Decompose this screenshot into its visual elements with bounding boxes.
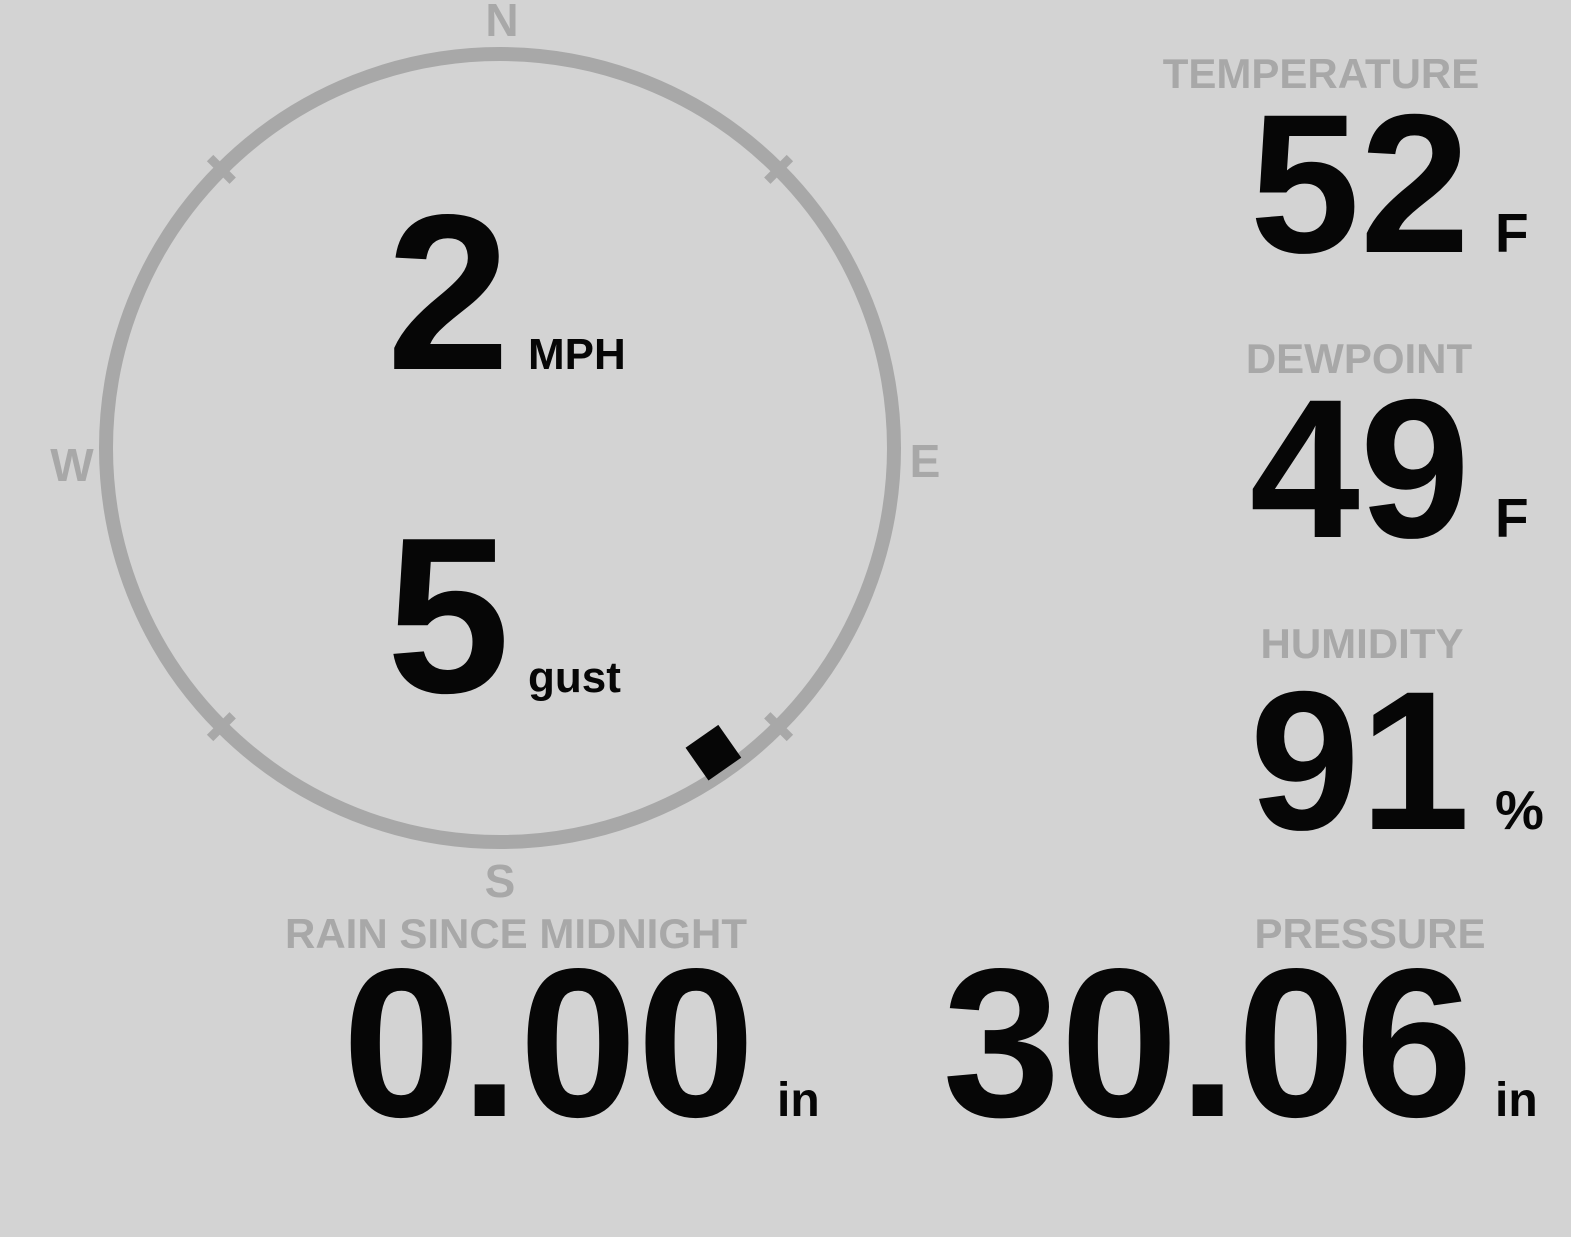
dewpoint-unit: F	[1495, 487, 1529, 549]
dewpoint-value-row: 49 F	[1250, 370, 1571, 568]
temperature-value: 52	[1249, 73, 1470, 294]
rain-value: 0.00	[342, 924, 755, 1161]
wind-direction-marker	[685, 724, 742, 781]
rain-unit: in	[777, 1074, 820, 1127]
humidity-label: HUMIDITY	[1260, 620, 1464, 667]
compass-dial	[99, 47, 901, 849]
cardinal-south: S	[484, 855, 516, 907]
cardinal-east: E	[909, 435, 941, 487]
wind-gust-value: 5	[386, 492, 510, 740]
dewpoint-label: DEWPOINT	[1245, 335, 1473, 382]
rain-since-midnight-label: RAIN SINCE MIDNIGHT	[285, 910, 747, 957]
pressure-unit: in	[1495, 1074, 1538, 1127]
tick-nw	[206, 154, 236, 184]
wind-gust: 5 gust	[0, 505, 628, 727]
wind-gust-unit: gust	[528, 653, 621, 702]
pressure-label: PRESSURE	[1254, 910, 1486, 957]
pressure-value: 30.06	[942, 924, 1473, 1161]
tick-sw	[206, 712, 236, 742]
wind-speed: 2 MPH	[0, 182, 628, 404]
compass-ticks	[206, 154, 794, 742]
humidity-value-row: 91 %	[1250, 662, 1571, 860]
temperature-unit: F	[1495, 202, 1529, 264]
tick-se	[764, 712, 794, 742]
temperature-label: TEMPERATURE	[1162, 50, 1480, 97]
wind-speed-value: 2	[386, 169, 510, 417]
humidity-unit: %	[1495, 779, 1544, 841]
dewpoint-value: 49	[1249, 358, 1470, 579]
temperature-value-row: 52 F	[1250, 85, 1571, 283]
cardinal-north: N	[485, 0, 519, 46]
pressure-value-row: 30.06 in	[0, 937, 1565, 1149]
tick-ne	[764, 154, 794, 184]
cardinal-west: W	[50, 439, 94, 491]
compass-ring	[99, 47, 901, 849]
rain-value-row: 0.00 in	[0, 937, 847, 1149]
humidity-value: 91	[1249, 650, 1470, 871]
wind-speed-unit: MPH	[528, 330, 626, 379]
